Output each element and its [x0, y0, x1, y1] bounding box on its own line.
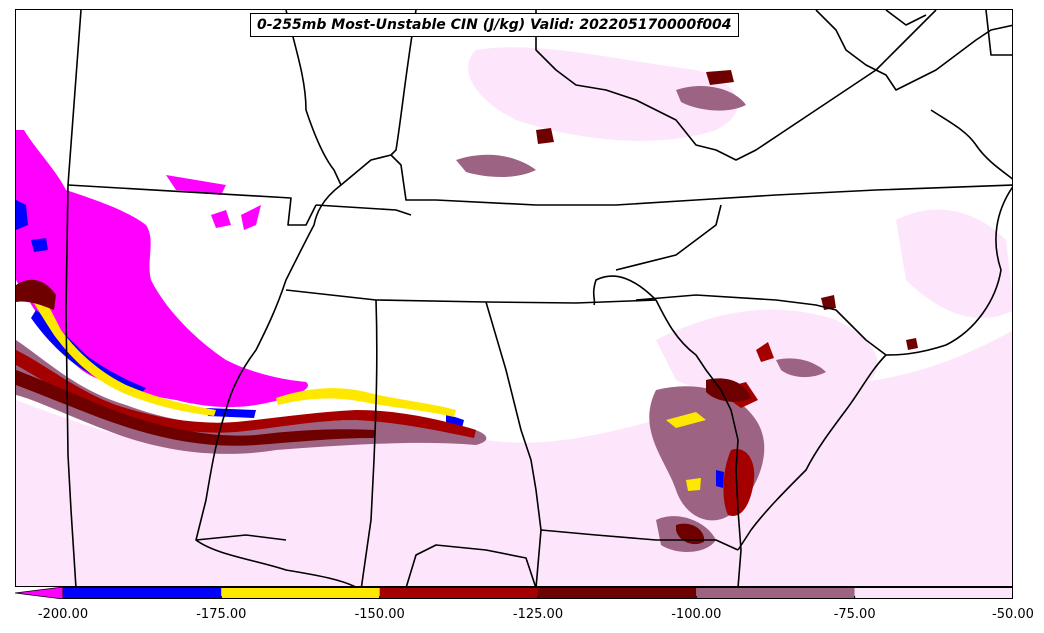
cin-map [16, 10, 1012, 586]
colorbar-tick-label: -175.00 [196, 607, 247, 622]
colorbar-bin-1 [63, 587, 222, 599]
cin-field-magenta [16, 130, 308, 408]
colorbar-tick-label: -50.00 [992, 607, 1034, 622]
colorbar-bin-6 [854, 587, 1013, 599]
colorbar-bin-3 [379, 587, 538, 599]
colorbar-bin-4 [538, 587, 697, 599]
colorbar-bin-2 [221, 587, 380, 599]
colorbar-tick-label: -100.00 [671, 607, 722, 622]
map-panel [15, 9, 1013, 587]
colorbar-tick-label: -125.00 [512, 607, 564, 622]
cin-field-yellow [24, 280, 706, 491]
map-title: 0-255mb Most-Unstable CIN (J/kg) Valid: … [250, 13, 739, 37]
colorbar-extend-triangle [15, 587, 64, 599]
colorbar-tick-label: -150.00 [354, 607, 405, 622]
colorbar-tick-label: -200.00 [37, 607, 89, 622]
colorbar-tick-label: -75.00 [833, 607, 876, 622]
state-borders [65, 10, 1012, 586]
colorbar [15, 587, 1013, 599]
colorbar-bin-5 [696, 587, 855, 599]
